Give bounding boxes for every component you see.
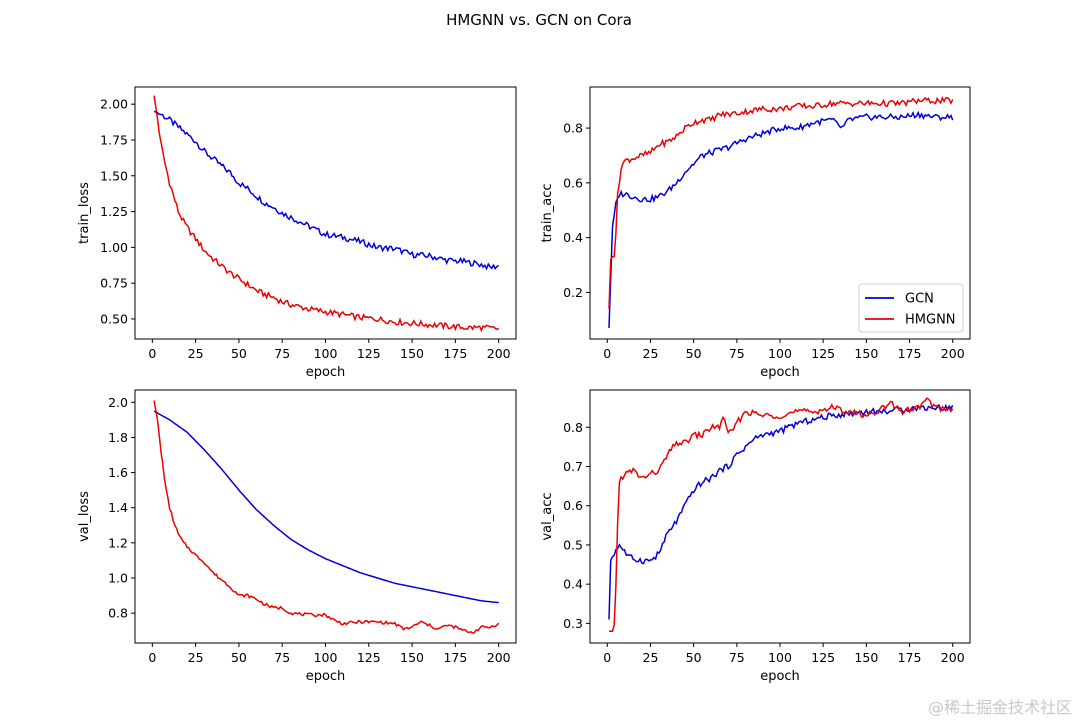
watermark: @稀土掘金技术社区 bbox=[927, 698, 1072, 717]
axes-frame bbox=[134, 86, 517, 340]
y-tick-label: 0.4 bbox=[563, 577, 583, 592]
y-tick-label: 0.6 bbox=[563, 498, 583, 513]
x-tick-label: 125 bbox=[357, 650, 381, 665]
subplot-val_acc: 0 25 50 75 100 125 150 175 200 0.3 0.4 0.5 0.6 0.7 0.8… bbox=[540, 389, 971, 684]
y-tick-label: 1.50 bbox=[100, 168, 128, 183]
y-tick-label: 1.8 bbox=[108, 430, 128, 445]
x-tick-label: 125 bbox=[811, 346, 835, 361]
y-tick-label: 0.6 bbox=[563, 175, 583, 190]
axes-frame bbox=[134, 389, 517, 644]
y-tick-label: 0.3 bbox=[563, 616, 583, 631]
x-tick-label: 75 bbox=[729, 650, 745, 665]
y-tick-label: 0.8 bbox=[563, 420, 583, 435]
x-axis-label: epoch bbox=[306, 365, 346, 380]
x-tick-label: 25 bbox=[643, 346, 659, 361]
y-tick-label: 0.8 bbox=[108, 606, 128, 621]
x-tick-label: 150 bbox=[854, 650, 878, 665]
y-tick-label: 1.0 bbox=[108, 570, 128, 585]
y-tick-label: 1.2 bbox=[108, 535, 128, 550]
x-tick-label: 50 bbox=[231, 346, 247, 361]
y-tick-label: 0.7 bbox=[563, 459, 583, 474]
x-tick-label: 50 bbox=[686, 650, 702, 665]
x-tick-label: 200 bbox=[487, 346, 511, 361]
y-tick-label: 2.00 bbox=[100, 97, 128, 112]
y-tick-label: 0.75 bbox=[100, 276, 128, 291]
y-tick-label: 0.50 bbox=[100, 311, 128, 326]
y-tick-label: 1.4 bbox=[108, 500, 128, 515]
x-tick-label: 175 bbox=[443, 650, 467, 665]
x-tick-label: 25 bbox=[188, 650, 204, 665]
subplot-train_acc: 0 25 50 75 100 125 150 175 200 0.2 0.4 0.6 0.8 epoch t… bbox=[540, 86, 971, 380]
y-tick-label: 1.75 bbox=[100, 132, 128, 147]
y-tick-label: 1.00 bbox=[100, 240, 128, 255]
y-tick-label: 1.25 bbox=[100, 204, 128, 219]
x-tick-label: 125 bbox=[811, 650, 835, 665]
y-tick-label: 1.6 bbox=[108, 465, 128, 480]
x-tick-label: 25 bbox=[643, 650, 659, 665]
series-line-gcn bbox=[608, 403, 954, 620]
x-tick-label: 150 bbox=[400, 346, 424, 361]
x-axis-label: epoch bbox=[760, 669, 800, 684]
legend-label-hmgnn: HMGNN bbox=[905, 313, 956, 328]
x-tick-label: 100 bbox=[314, 650, 338, 665]
y-axis-label: train_loss bbox=[77, 182, 92, 244]
series-line-gcn bbox=[153, 410, 499, 604]
y-axis-label: val_loss bbox=[77, 491, 92, 542]
subplot-train_loss: 0 25 50 75 100 125 150 175 200 0.50 0.75 1.00 1.25 1.… bbox=[77, 86, 517, 380]
series-line-gcn bbox=[153, 110, 500, 271]
x-tick-label: 175 bbox=[443, 346, 467, 361]
y-tick-label: 2.0 bbox=[108, 395, 128, 410]
x-tick-label: 75 bbox=[274, 346, 290, 361]
y-axis-label: train_acc bbox=[540, 183, 555, 242]
series-line-hmgnn bbox=[608, 95, 954, 309]
x-tick-label: 50 bbox=[231, 650, 247, 665]
legend: GCN HMGNN bbox=[858, 283, 964, 333]
legend-box bbox=[858, 283, 964, 333]
y-tick-label: 0.4 bbox=[563, 230, 583, 245]
x-axis-label: epoch bbox=[306, 669, 346, 684]
y-tick-label: 0.5 bbox=[563, 537, 583, 552]
x-tick-label: 100 bbox=[768, 346, 792, 361]
series-line-hmgnn bbox=[153, 400, 500, 635]
x-tick-label: 0 bbox=[148, 346, 156, 361]
x-tick-label: 75 bbox=[274, 650, 290, 665]
x-tick-label: 200 bbox=[487, 650, 511, 665]
y-tick-label: 0.8 bbox=[563, 121, 583, 136]
figure-title: HMGNN vs. GCN on Cora bbox=[446, 11, 632, 29]
y-axis-label: val_acc bbox=[540, 492, 555, 540]
axes-frame bbox=[589, 389, 971, 644]
x-tick-label: 0 bbox=[148, 650, 156, 665]
x-tick-label: 175 bbox=[898, 650, 922, 665]
x-tick-label: 150 bbox=[854, 346, 878, 361]
x-tick-label: 25 bbox=[188, 346, 204, 361]
x-tick-label: 0 bbox=[603, 346, 611, 361]
series-line-gcn bbox=[608, 110, 954, 329]
x-tick-label: 0 bbox=[603, 650, 611, 665]
x-tick-label: 175 bbox=[898, 346, 922, 361]
x-tick-label: 50 bbox=[686, 346, 702, 361]
x-tick-label: 100 bbox=[768, 650, 792, 665]
series-line-hmgnn bbox=[153, 95, 500, 333]
subplot-val_loss: 0 25 50 75 100 125 150 175 200 0.8 1.0 1.2 1.4 1.6 1.8… bbox=[77, 389, 517, 684]
x-tick-label: 200 bbox=[941, 346, 965, 361]
x-tick-label: 100 bbox=[314, 346, 338, 361]
x-axis-label: epoch bbox=[760, 365, 800, 380]
legend-label-gcn: GCN bbox=[905, 292, 934, 307]
x-tick-label: 150 bbox=[400, 650, 424, 665]
x-tick-label: 75 bbox=[729, 346, 745, 361]
x-tick-label: 200 bbox=[941, 650, 965, 665]
y-tick-label: 0.2 bbox=[563, 285, 583, 300]
x-tick-label: 125 bbox=[357, 346, 381, 361]
series-line-hmgnn bbox=[609, 397, 954, 632]
